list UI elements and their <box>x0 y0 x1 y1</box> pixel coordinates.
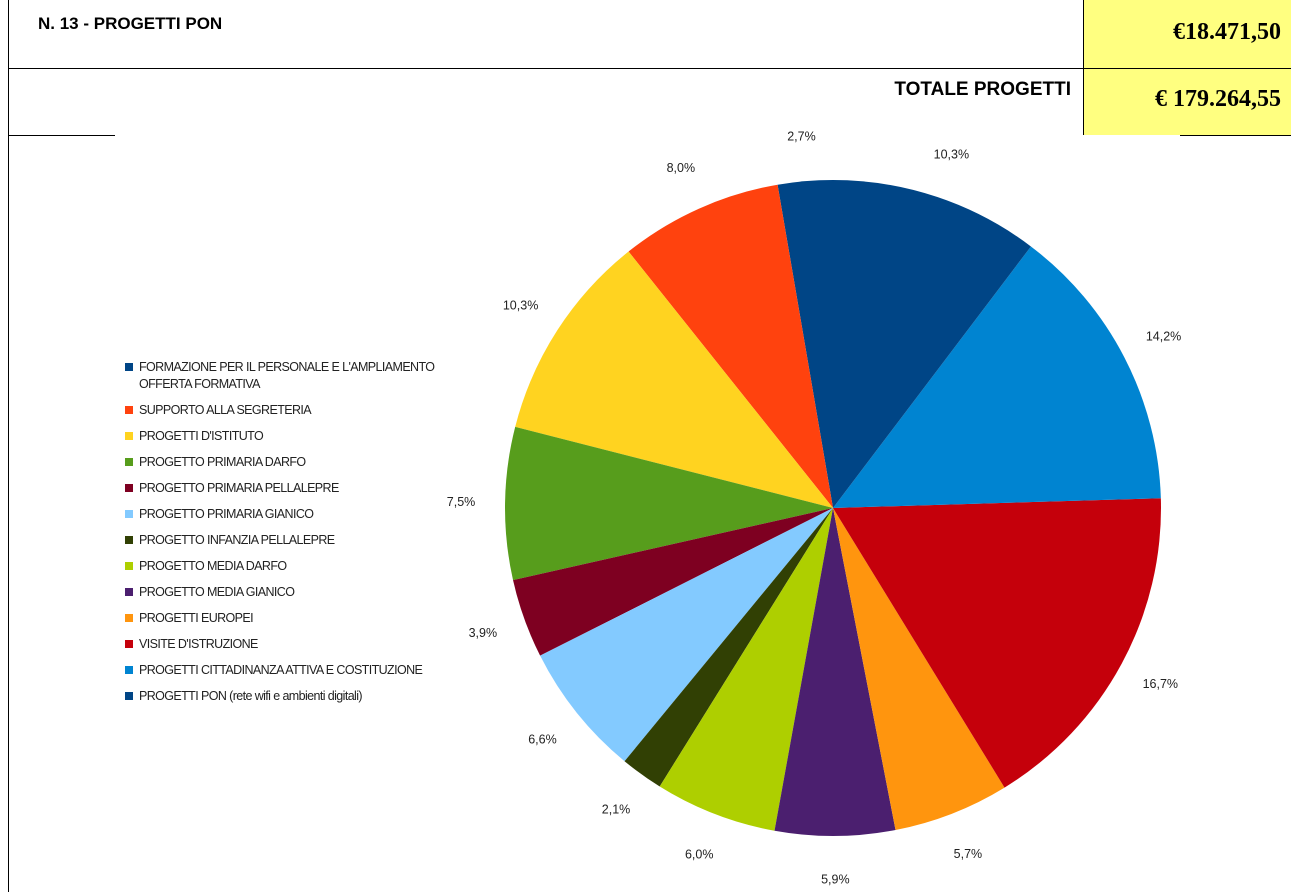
data-label: 10,3% <box>934 148 969 162</box>
legend-label: SUPPORTO ALLA SEGRETERIA <box>139 403 312 417</box>
legend: FORMAZIONE PER IL PERSONALE E L'AMPLIAME… <box>125 359 455 705</box>
legend-item: PROGETTO PRIMARIA GIANICO <box>125 506 455 523</box>
legend-swatch <box>125 640 133 648</box>
legend-label: PROGETTI EUROPEI <box>139 611 254 625</box>
pie-slice <box>777 180 833 508</box>
pie-slice <box>624 508 833 787</box>
legend-label: PROGETTO PRIMARIA PELLALEPRE <box>139 481 339 495</box>
legend-label: PROGETTI CITTADINANZA ATTIVA E COSTITUZI… <box>139 663 423 677</box>
legend-swatch <box>125 536 133 544</box>
legend-swatch <box>125 666 133 674</box>
legend-swatch <box>125 588 133 596</box>
legend-swatch <box>125 614 133 622</box>
legend-label: PROGETTO PRIMARIA DARFO <box>139 455 306 469</box>
title: N. 13 - PROGETTI PON <box>38 14 223 33</box>
legend-swatch <box>125 562 133 570</box>
data-label: 8,0% <box>667 161 696 175</box>
legend-label: PROGETTO MEDIA DARFO <box>139 559 287 573</box>
legend-swatch <box>125 692 133 700</box>
border <box>8 0 9 892</box>
pie-slice <box>513 508 833 656</box>
legend-label: PROGETTO INFANZIA PELLALEPRE <box>139 533 335 547</box>
data-label: 2,1% <box>602 802 631 816</box>
legend-item: SUPPORTO ALLA SEGRETERIA <box>125 402 455 419</box>
total-cell: € 179.264,55 <box>1083 69 1291 135</box>
border <box>8 68 1291 69</box>
legend-label: FORMAZIONE PER IL PERSONALE E L'AMPLIAME… <box>139 360 435 391</box>
data-label: 6,6% <box>528 733 557 747</box>
legend-item: PROGETTI EUROPEI <box>125 610 455 627</box>
amount-cell: €18.471,50 <box>1083 0 1291 68</box>
legend-label: PROGETTO MEDIA GIANICO <box>139 585 295 599</box>
legend-swatch <box>125 510 133 518</box>
legend-label: PROGETTO PRIMARIA GIANICO <box>139 507 314 521</box>
data-label: 2,7% <box>787 130 816 144</box>
pie-slice <box>774 508 896 836</box>
data-label: 14,2% <box>1146 330 1181 344</box>
legend-item: PROGETTO MEDIA GIANICO <box>125 584 455 601</box>
pie-slice <box>540 508 833 762</box>
legend-item: PROGETTI PON (rete wifi e ambienti digit… <box>125 688 455 705</box>
pie-slice <box>833 246 1161 508</box>
legend-item: PROGETTO MEDIA DARFO <box>125 558 455 575</box>
data-label: 10,3% <box>503 298 538 312</box>
data-label: 5,9% <box>821 872 850 886</box>
legend-label: VISITE D'ISTRUZIONE <box>139 637 258 651</box>
data-label: 5,7% <box>954 847 983 861</box>
legend-item: PROGETTI D'ISTITUTO <box>125 428 455 445</box>
legend-item: PROGETTI CITTADINANZA ATTIVA E COSTITUZI… <box>125 662 455 679</box>
pie-slice <box>628 184 833 508</box>
legend-swatch <box>125 484 133 492</box>
data-label: 7,5% <box>447 495 476 509</box>
legend-swatch <box>125 406 133 414</box>
legend-item: PROGETTO INFANZIA PELLALEPRE <box>125 532 455 549</box>
pie-slice <box>505 426 833 581</box>
total-label: TOTALE PROGETTI <box>894 79 1071 100</box>
data-label: 16,7% <box>1143 677 1178 691</box>
legend-item: VISITE D'ISTRUZIONE <box>125 636 455 653</box>
data-label: 6,0% <box>685 847 714 861</box>
pie-slice <box>833 498 1161 788</box>
legend-item: PROGETTO PRIMARIA PELLALEPRE <box>125 480 455 497</box>
legend-swatch <box>125 432 133 440</box>
data-label: 3,9% <box>469 626 498 640</box>
legend-label: PROGETTI PON (rete wifi e ambienti digit… <box>139 689 363 703</box>
border <box>1180 135 1291 136</box>
pie-slice <box>833 180 1031 508</box>
legend-label: PROGETTI D'ISTITUTO <box>139 429 264 443</box>
pie-slice <box>833 508 1005 830</box>
border <box>8 135 115 136</box>
pie-slice <box>659 508 833 831</box>
legend-swatch <box>125 458 133 466</box>
legend-item: FORMAZIONE PER IL PERSONALE E L'AMPLIAME… <box>125 359 455 393</box>
legend-swatch <box>125 363 133 371</box>
legend-item: PROGETTO PRIMARIA DARFO <box>125 454 455 471</box>
pie-slice <box>515 251 833 508</box>
